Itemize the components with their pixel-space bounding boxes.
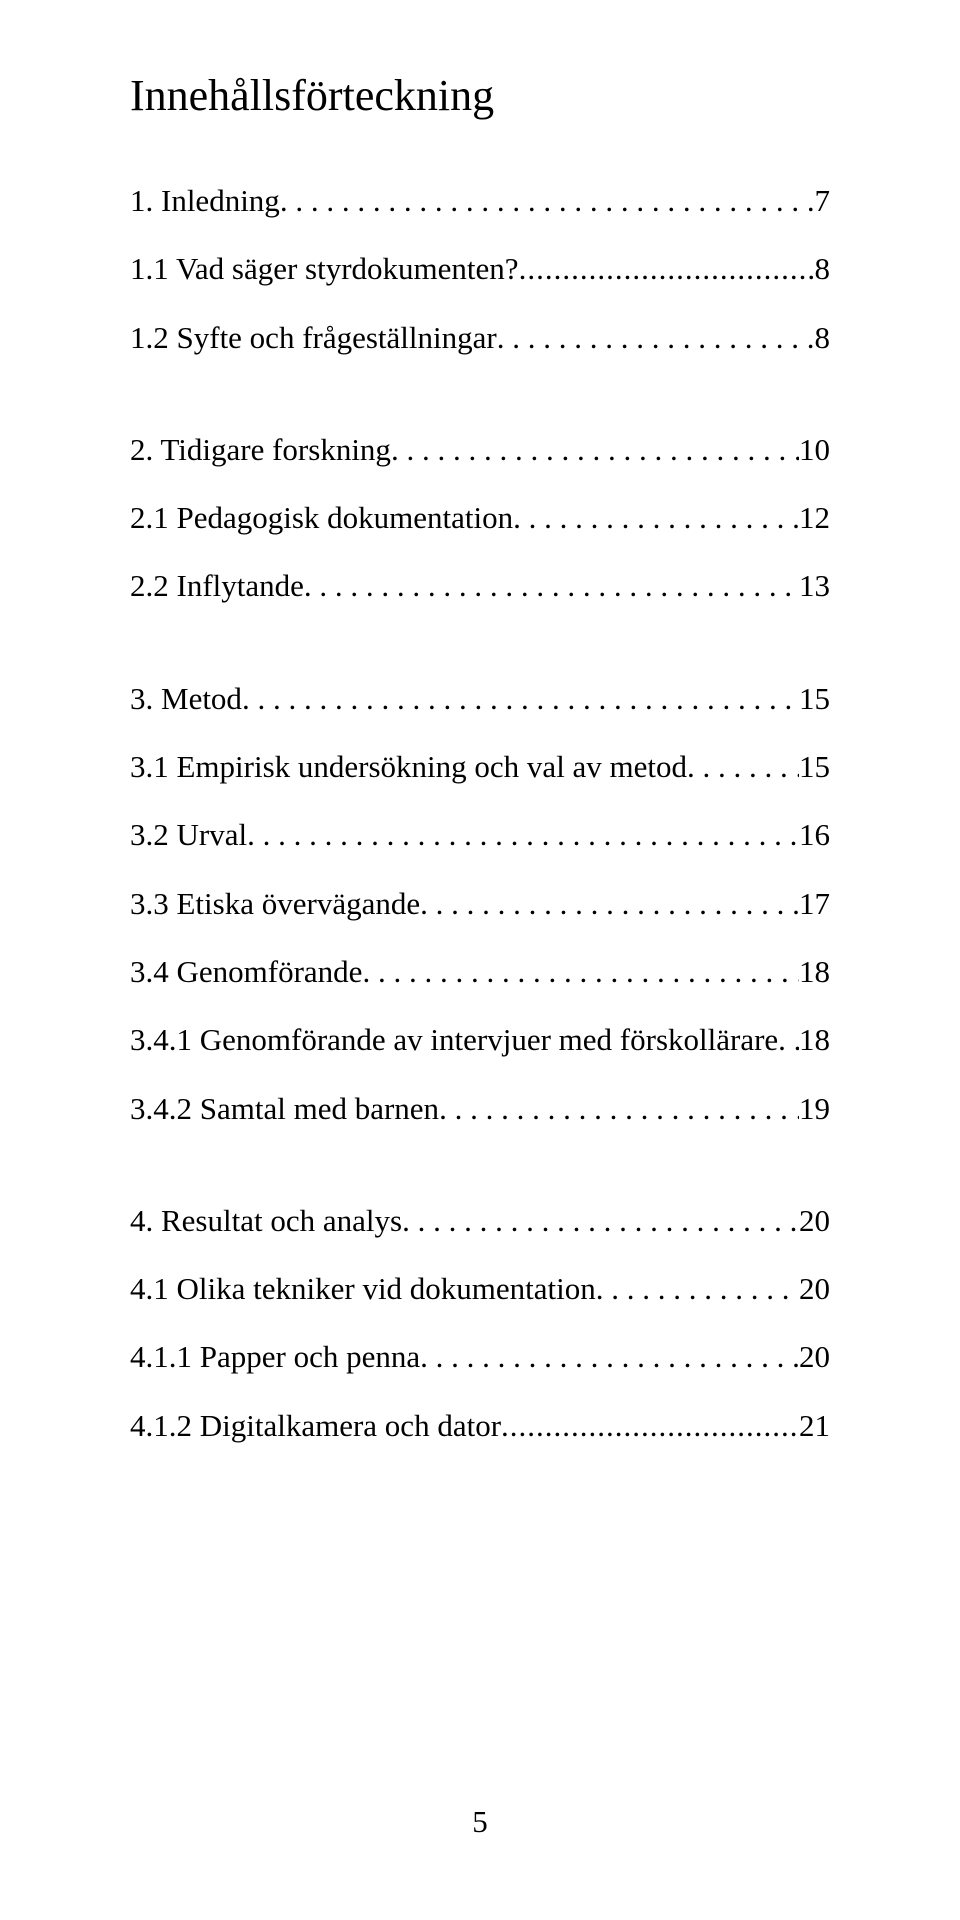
toc-leader-dots [242, 679, 799, 719]
toc-leader-dots [247, 815, 799, 855]
page-number: 5 [0, 1804, 960, 1840]
toc-entry: 3.4.2 Samtal med barnen 19 [130, 1089, 830, 1129]
toc-leader-dots [687, 747, 799, 787]
toc-entry: 4. Resultat och analys 20 [130, 1201, 830, 1241]
toc-entry: 4.1.2 Digitalkamera och dator 21 [130, 1406, 830, 1446]
toc-entry-label: 1.1 Vad säger styrdokumenten? [130, 249, 519, 289]
toc-entry-label: 3.3 Etiska övervägande [130, 884, 420, 924]
toc-entry-page: 18 [799, 1020, 830, 1060]
toc-title: Innehållsförteckning [130, 70, 830, 121]
toc-entry-page: 10 [799, 430, 830, 470]
toc-entry-label: 1.2 Syfte och frågeställningar [130, 318, 497, 358]
toc-entry-page: 7 [815, 181, 831, 221]
toc-entry: 3.3 Etiska övervägande 17 [130, 884, 830, 924]
toc-entry-page: 20 [799, 1201, 830, 1241]
toc-entry: 2. Tidigare forskning 10 [130, 430, 830, 470]
toc-entry-page: 15 [799, 747, 830, 787]
toc-entry-page: 20 [799, 1337, 830, 1377]
toc-leader-dots [420, 884, 799, 924]
document-page: Innehållsförteckning 1. Inledning 7 1.1 Va… [0, 0, 960, 1920]
toc-entry-label: 3.2 Urval [130, 815, 247, 855]
toc-entry-label: 2.1 Pedagogisk dokumentation [130, 498, 513, 538]
toc-entry-page: 16 [799, 815, 830, 855]
toc-entry-page: 21 [799, 1406, 830, 1446]
toc-entry-label: 1. Inledning [130, 181, 280, 221]
toc-entry: 3.2 Urval 16 [130, 815, 830, 855]
toc-entry-page: 8 [815, 249, 831, 289]
toc-entry: 3.4.1 Genomförande av intervjuer med för… [130, 1020, 830, 1060]
toc-leader-dots [497, 318, 815, 358]
toc-entry-label: 2. Tidigare forskning [130, 430, 391, 470]
toc-leader-dots [304, 566, 799, 606]
toc-leader-dots [402, 1201, 799, 1241]
toc-entry: 1. Inledning 7 [130, 181, 830, 221]
toc-entry: 3.4 Genomförande 18 [130, 952, 830, 992]
toc-entry: 3.1 Empirisk undersökning och val av met… [130, 747, 830, 787]
toc-entry: 2.1 Pedagogisk dokumentation 12 [130, 498, 830, 538]
toc-entry-label: 4.1.1 Papper och penna [130, 1337, 420, 1377]
toc-entry: 3. Metod 15 [130, 679, 830, 719]
toc-entry-label: 3.4.2 Samtal med barnen [130, 1089, 439, 1129]
toc-entry: 4.1.1 Papper och penna 20 [130, 1337, 830, 1377]
toc-entry: 1.1 Vad säger styrdokumenten? 8 [130, 249, 830, 289]
toc-leader-dots [513, 498, 799, 538]
toc-leader-dots [362, 952, 799, 992]
toc-entry: 2.2 Inflytande 13 [130, 566, 830, 606]
toc-entry-page: 12 [799, 498, 830, 538]
toc-entry-label: 4.1.2 Digitalkamera och dator [130, 1406, 501, 1446]
toc-leader-dots [420, 1337, 799, 1377]
toc-entry-label: 3.1 Empirisk undersökning och val av met… [130, 747, 687, 787]
toc-entry-label: 3.4 Genomförande [130, 952, 362, 992]
toc-entry-page: 17 [799, 884, 830, 924]
toc-entry: 4.1 Olika tekniker vid dokumentation 20 [130, 1269, 830, 1309]
toc-entry-page: 8 [815, 318, 831, 358]
toc-leader-dots [280, 181, 815, 221]
toc-leader-dots [519, 249, 815, 289]
toc-entry-page: 15 [799, 679, 830, 719]
toc-leader-dots [501, 1406, 799, 1446]
toc-leader-dots [778, 1020, 799, 1060]
toc-entry-label: 2.2 Inflytande [130, 566, 304, 606]
toc-entry-page: 20 [799, 1269, 830, 1309]
toc-entry-page: 18 [799, 952, 830, 992]
toc-leader-dots [439, 1089, 799, 1129]
toc-leader-dots [391, 430, 799, 470]
toc-entry-label: 4. Resultat och analys [130, 1201, 402, 1241]
toc-entry-label: 3. Metod [130, 679, 242, 719]
toc-entry: 1.2 Syfte och frågeställningar 8 [130, 318, 830, 358]
toc-leader-dots [596, 1269, 799, 1309]
toc-entry-label: 3.4.1 Genomförande av intervjuer med för… [130, 1020, 778, 1060]
toc-entry-page: 19 [799, 1089, 830, 1129]
toc-entry-label: 4.1 Olika tekniker vid dokumentation [130, 1269, 596, 1309]
toc-list: 1. Inledning 7 1.1 Vad säger styrdokumente… [130, 181, 830, 1446]
toc-entry-page: 13 [799, 566, 830, 606]
